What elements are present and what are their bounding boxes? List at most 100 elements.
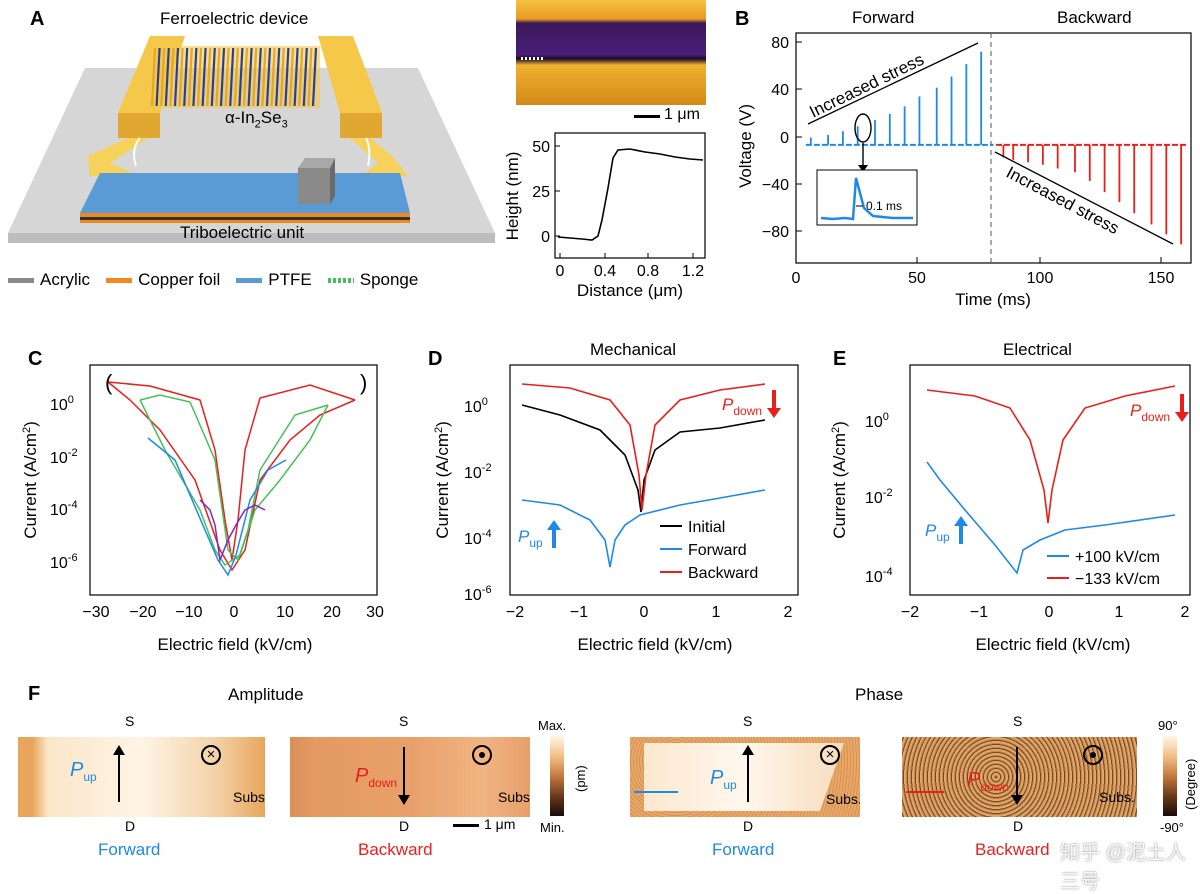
electrode-finger — [265, 47, 272, 107]
d-title: Mechanical — [590, 340, 676, 359]
electrode-finger — [187, 47, 193, 107]
voltage-chart: Increased stress Increased stress 0.1 ms… — [736, 32, 1192, 309]
electrode-finger — [261, 47, 267, 107]
e-pup: Pup — [925, 521, 950, 544]
d-xtick: 1 — [712, 604, 721, 621]
f1-pup: Pup — [70, 759, 97, 784]
c-xtick: −10 — [175, 604, 202, 621]
e-xlabel: Electric field (kV/cm) — [976, 635, 1131, 654]
e-neg-line — [926, 385, 1176, 524]
d-legend-backward: Backward — [688, 565, 758, 582]
height-yticks: 0 25 50 — [532, 139, 560, 246]
d-legend-initial: Initial — [688, 519, 725, 536]
electrode-finger — [196, 47, 203, 107]
electrode-finger — [206, 47, 212, 107]
backward-title: Backward — [1057, 8, 1132, 27]
amp-unit: (pm) — [573, 765, 588, 792]
electrode-finger — [252, 47, 258, 107]
c-ytick: 10-4 — [50, 499, 78, 519]
electrode-finger — [238, 47, 244, 107]
legend-copper: Copper foil — [106, 270, 220, 290]
electrode-finger — [215, 47, 221, 107]
f2-pdown: Pdown — [355, 765, 398, 790]
c-xtick: 0 — [230, 604, 239, 621]
electrode-finger — [275, 47, 281, 107]
f1-d: D — [125, 818, 136, 834]
electrode-finger — [164, 47, 170, 107]
f3-d: D — [743, 818, 754, 834]
afm-scale-label: 1 μm — [664, 106, 700, 123]
panel-d-label: D — [428, 348, 443, 370]
c-bracket-left: ( — [105, 370, 113, 395]
iv-chart-d: Pdown Pup Initial Forward Backward −2 −1… — [433, 364, 799, 654]
d-yticks: 100 10-2 10-4 10-6 — [464, 396, 492, 604]
f3-subs: Subs. — [826, 791, 860, 807]
legend-ptfe: PTFE — [236, 270, 312, 290]
panel-a-label: A — [30, 8, 45, 30]
tribo-label: Triboelectric unit — [180, 223, 305, 242]
d-xtick: −2 — [506, 604, 524, 621]
stress-top-label: Increased stress — [806, 50, 926, 122]
d-xticks: −2 −1 0 1 2 — [506, 604, 793, 621]
c-ylabel: Current (A/cm2) — [21, 421, 40, 539]
height-profile-chart: 0 0.4 0.8 1.2 0 25 50 Distance (μm) Heig… — [503, 132, 706, 300]
pfm-amplitude-backward: Pdown Subs. — [290, 737, 530, 817]
panel-b-label: B — [735, 8, 750, 30]
b-xtick: 50 — [908, 270, 926, 287]
f1-subs: Subs. — [233, 789, 265, 805]
electrode-finger — [288, 47, 295, 107]
c-ytick: 100 — [50, 394, 74, 414]
e-legend-neg: −133 kV/cm — [1075, 571, 1160, 588]
e-ytick: 10-4 — [865, 566, 893, 586]
height-xtick: 0 — [556, 263, 565, 280]
c-xlabel: Electric field (kV/cm) — [158, 635, 313, 654]
c-ytick: 10-6 — [50, 552, 78, 572]
electrode-finger — [224, 47, 230, 107]
c-bracket-right: ) — [360, 370, 367, 395]
f2-backward: Backward — [358, 840, 433, 859]
device-schematic — [8, 36, 495, 243]
f4-backward: Backward — [975, 840, 1050, 859]
device-title: Ferroelectric device — [160, 9, 309, 28]
c-xtick: −20 — [129, 604, 156, 621]
b-xlabel: Time (ms) — [955, 290, 1031, 309]
b-ytick: 40 — [771, 82, 789, 99]
b-ytick: −40 — [762, 177, 789, 194]
f4-pdown: Pdown — [967, 769, 1010, 794]
pfm-amplitude-forward: Pup × Subs. — [18, 737, 265, 817]
electrode-finger — [192, 47, 198, 107]
phase-max: 90° — [1158, 718, 1178, 733]
c-xtick: 10 — [276, 604, 294, 621]
e-ytick: 100 — [865, 411, 889, 431]
e-title: Electrical — [1003, 340, 1072, 359]
watermark: 知乎 @泥土人三号 — [1060, 842, 1186, 893]
e-legend: +100 kV/cm −133 kV/cm — [1047, 549, 1160, 588]
legend-acrylic: Acrylic — [8, 270, 90, 290]
materials-legend: Acrylic Copper foil PTFE Sponge — [8, 270, 418, 290]
electrode-finger — [284, 47, 290, 107]
c-xtick: 20 — [323, 604, 341, 621]
b-ytick: −80 — [762, 224, 789, 241]
d-xtick: 2 — [784, 604, 793, 621]
e-yticks: 100 10-2 10-4 — [865, 411, 893, 586]
d-xtick: −1 — [570, 604, 588, 621]
height-xticks: 0 0.4 0.8 1.2 — [556, 253, 704, 280]
electrode-finger — [293, 47, 299, 107]
f2-d: D — [399, 818, 410, 834]
height-xlabel: Distance (μm) — [577, 281, 683, 300]
electrode-finger — [183, 47, 189, 107]
b-xticks: 0 50 100 150 — [792, 257, 1174, 287]
phase-title: Phase — [855, 685, 904, 704]
electrode-finger — [247, 47, 253, 107]
forward-title: Forward — [852, 8, 915, 27]
phase-min: -90° — [1160, 820, 1184, 835]
electrode-finger — [298, 47, 304, 107]
amp-min: Min. — [540, 820, 565, 835]
f1-s: S — [125, 713, 135, 729]
inset-label: 0.1 ms — [866, 199, 902, 213]
height-ytick: 25 — [532, 184, 550, 201]
electrode-finger — [201, 47, 207, 107]
electrode-finger — [219, 47, 226, 107]
e-legend-pos: +100 kV/cm — [1075, 549, 1160, 566]
amplitude-title: Amplitude — [228, 685, 304, 704]
